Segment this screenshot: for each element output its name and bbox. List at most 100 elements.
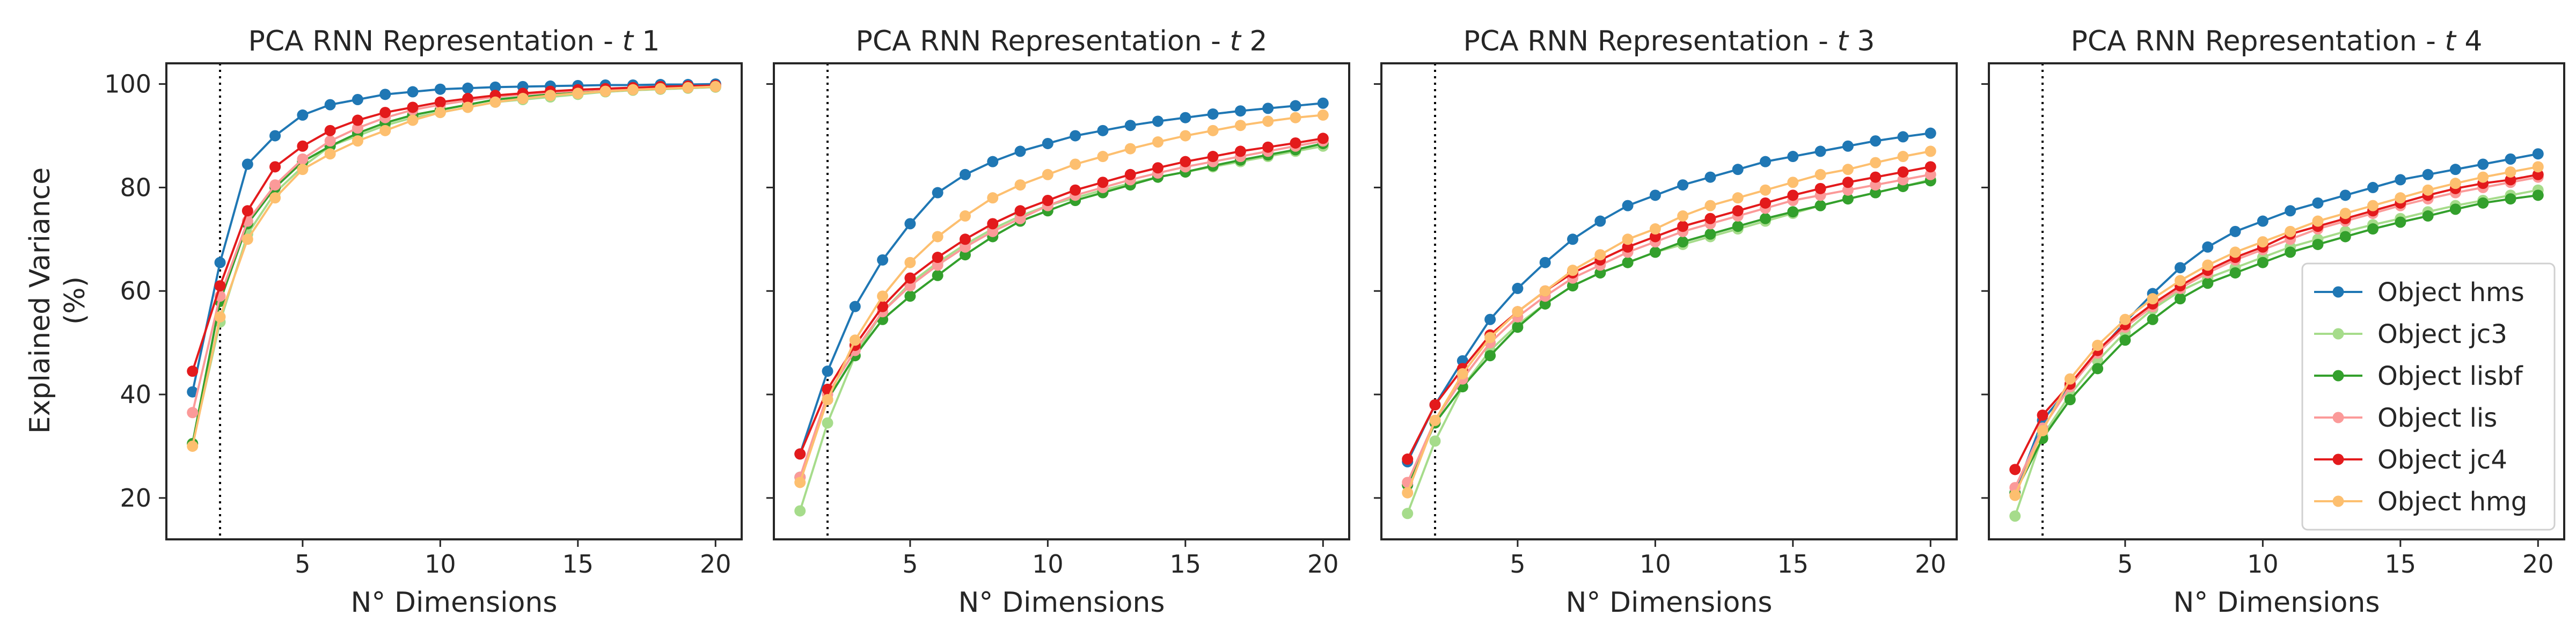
data-point [822, 365, 833, 377]
data-point [1124, 120, 1136, 131]
data-point [2395, 174, 2406, 186]
data-point [1704, 228, 1716, 240]
data-point [1649, 223, 1661, 235]
data-point [1290, 100, 1301, 112]
data-point [904, 218, 916, 230]
data-point [2339, 208, 2351, 219]
x-tick-label: 20 [1915, 550, 1946, 579]
data-point [627, 84, 639, 96]
legend-label: Object jc3 [2377, 319, 2507, 349]
data-point [407, 114, 419, 126]
x-axis-label: N° Dimensions [1566, 587, 1773, 619]
data-point [932, 187, 943, 199]
data-point [1234, 145, 1246, 157]
data-point [1207, 151, 1219, 163]
data-point [1262, 103, 1274, 114]
data-point [877, 254, 889, 266]
legend-label: Object lisbf [2377, 361, 2523, 391]
data-point [1897, 151, 1909, 163]
data-point [1512, 282, 1524, 294]
panel-frame [773, 62, 1350, 540]
data-point [1402, 487, 1414, 499]
data-point [241, 158, 253, 170]
data-point [2202, 259, 2214, 271]
data-point [1402, 453, 1414, 465]
data-point [241, 205, 253, 217]
data-point [187, 440, 199, 452]
data-point [904, 272, 916, 284]
x-tick-label: 20 [2522, 550, 2554, 579]
data-point [352, 93, 363, 105]
data-point [2147, 293, 2158, 305]
data-point [1842, 164, 1854, 175]
data-point [241, 233, 253, 245]
data-point [1539, 257, 1551, 268]
data-point [1924, 145, 1936, 157]
data-point [1787, 177, 1799, 188]
y-axis-label-line: Explained Variance [24, 167, 56, 434]
panel-title: PCA RNN Representation - t 4 [2071, 25, 2483, 57]
data-point [2395, 192, 2406, 204]
data-point [1152, 162, 1164, 174]
data-point [2285, 246, 2296, 258]
data-point [324, 125, 336, 136]
data-point [1290, 137, 1301, 149]
data-point [1814, 200, 1826, 211]
data-point [1484, 332, 1496, 343]
data-point [324, 135, 336, 147]
data-point [1429, 399, 1441, 411]
data-point [1677, 210, 1689, 222]
panel-title: PCA RNN Representation - t 1 [248, 25, 660, 57]
data-point [2092, 363, 2104, 375]
data-point [2532, 189, 2544, 201]
data-point [1924, 169, 1936, 180]
data-point [959, 249, 971, 261]
data-point [2532, 169, 2544, 180]
data-point [2229, 267, 2241, 279]
data-point [214, 311, 226, 323]
data-point [2339, 231, 2351, 243]
data-point [352, 122, 363, 134]
data-point [849, 301, 861, 312]
data-point [1704, 200, 1716, 211]
data-point [1897, 166, 1909, 178]
x-tick-label: 10 [1640, 550, 1671, 579]
data-point [1897, 131, 1909, 143]
data-point [1732, 164, 1744, 175]
data-point [2532, 161, 2544, 173]
data-point [1870, 135, 1882, 147]
data-point [2257, 215, 2268, 227]
x-tick-label: 15 [562, 550, 594, 579]
data-point [434, 83, 446, 95]
data-point [297, 164, 309, 175]
data-point [462, 101, 474, 113]
data-point [1760, 197, 1772, 209]
data-point [822, 394, 833, 406]
data-point [1180, 130, 1191, 142]
data-point [904, 257, 916, 268]
data-point [987, 156, 999, 167]
x-tick-label: 10 [2247, 550, 2279, 579]
data-point [2285, 225, 2296, 237]
legend-swatch-marker [2332, 412, 2344, 423]
legend-label: Object hmg [2377, 487, 2527, 517]
panel-frame [1380, 62, 1958, 540]
data-point [987, 225, 999, 237]
data-point [2174, 293, 2186, 305]
data-point [269, 192, 281, 204]
data-point [1622, 257, 1634, 268]
data-point [1814, 169, 1826, 180]
x-tick-label: 20 [1307, 550, 1339, 579]
data-point [2009, 489, 2021, 501]
data-point [297, 109, 309, 121]
data-point [187, 365, 199, 377]
panel-3: PCA RNN Representation - t 3 5 10 15 20 N° Di… [1374, 25, 1958, 619]
data-point [2312, 197, 2324, 209]
data-point [2339, 189, 2351, 201]
data-point [2257, 236, 2268, 248]
data-point [1760, 213, 1772, 224]
series-object-hmg [187, 80, 721, 452]
data-point [1842, 193, 1854, 205]
legend-swatch-marker [2332, 286, 2344, 298]
